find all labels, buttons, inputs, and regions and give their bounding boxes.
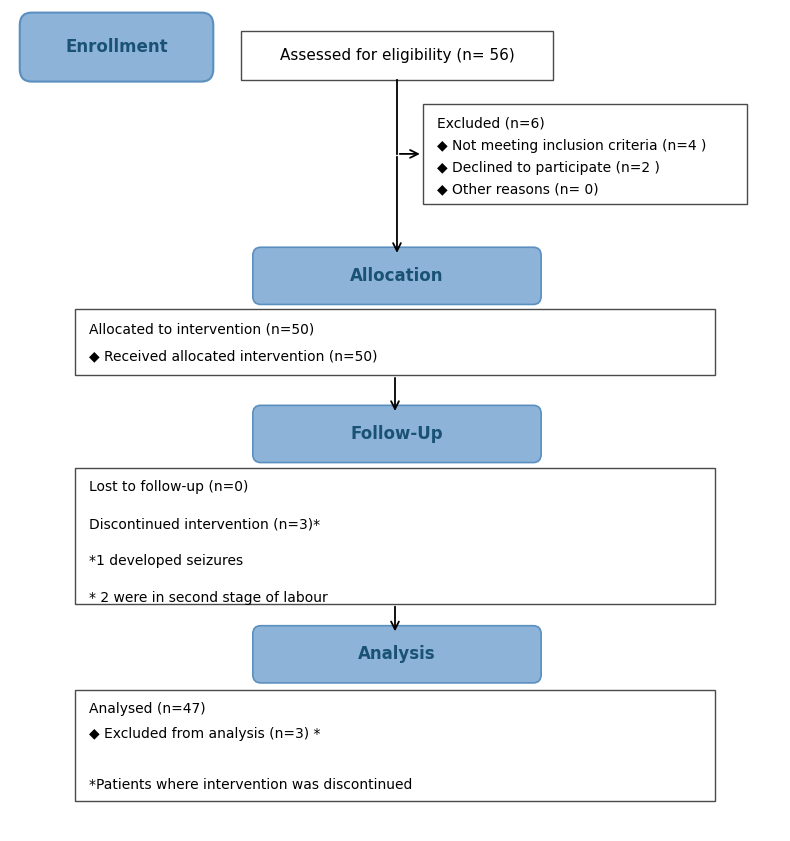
Text: ◆ Excluded from analysis (n=3) *: ◆ Excluded from analysis (n=3) * [89,727,321,742]
Bar [75,309,715,375]
FancyBboxPatch shape [253,247,541,304]
Text: Allocated to intervention (n=50): Allocated to intervention (n=50) [89,322,314,336]
Text: * 2 were in second stage of labour: * 2 were in second stage of labour [89,591,328,606]
Text: *Patients where intervention was discontinued: *Patients where intervention was discont… [89,778,412,792]
Text: *1 developed seizures: *1 developed seizures [89,554,243,569]
Text: Enrollment: Enrollment [66,38,167,56]
Text: ◆ Other reasons (n= 0): ◆ Other reasons (n= 0) [437,182,599,197]
Text: ◆ Received allocated intervention (n=50): ◆ Received allocated intervention (n=50) [89,349,378,363]
Text: Allocation: Allocation [350,267,444,285]
Text: Analysed (n=47): Analysed (n=47) [89,702,206,717]
Bar [241,31,553,80]
FancyBboxPatch shape [253,405,541,463]
Text: Assessed for eligibility (n= 56): Assessed for eligibility (n= 56) [280,48,514,63]
Text: ◆ Not meeting inclusion criteria (n=4 ): ◆ Not meeting inclusion criteria (n=4 ) [437,139,706,153]
Text: ◆ Declined to participate (n=2 ): ◆ Declined to participate (n=2 ) [437,161,660,175]
Text: Analysis: Analysis [358,645,436,664]
Bar [423,104,747,204]
Text: Discontinued intervention (n=3)*: Discontinued intervention (n=3)* [89,517,321,532]
FancyBboxPatch shape [253,626,541,683]
Text: Excluded (n=6): Excluded (n=6) [437,117,544,131]
Text: Follow-Up: Follow-Up [351,425,443,443]
Bar [75,690,715,801]
Bar [75,468,715,604]
Text: Lost to follow-up (n=0): Lost to follow-up (n=0) [89,480,249,495]
FancyBboxPatch shape [20,13,213,82]
